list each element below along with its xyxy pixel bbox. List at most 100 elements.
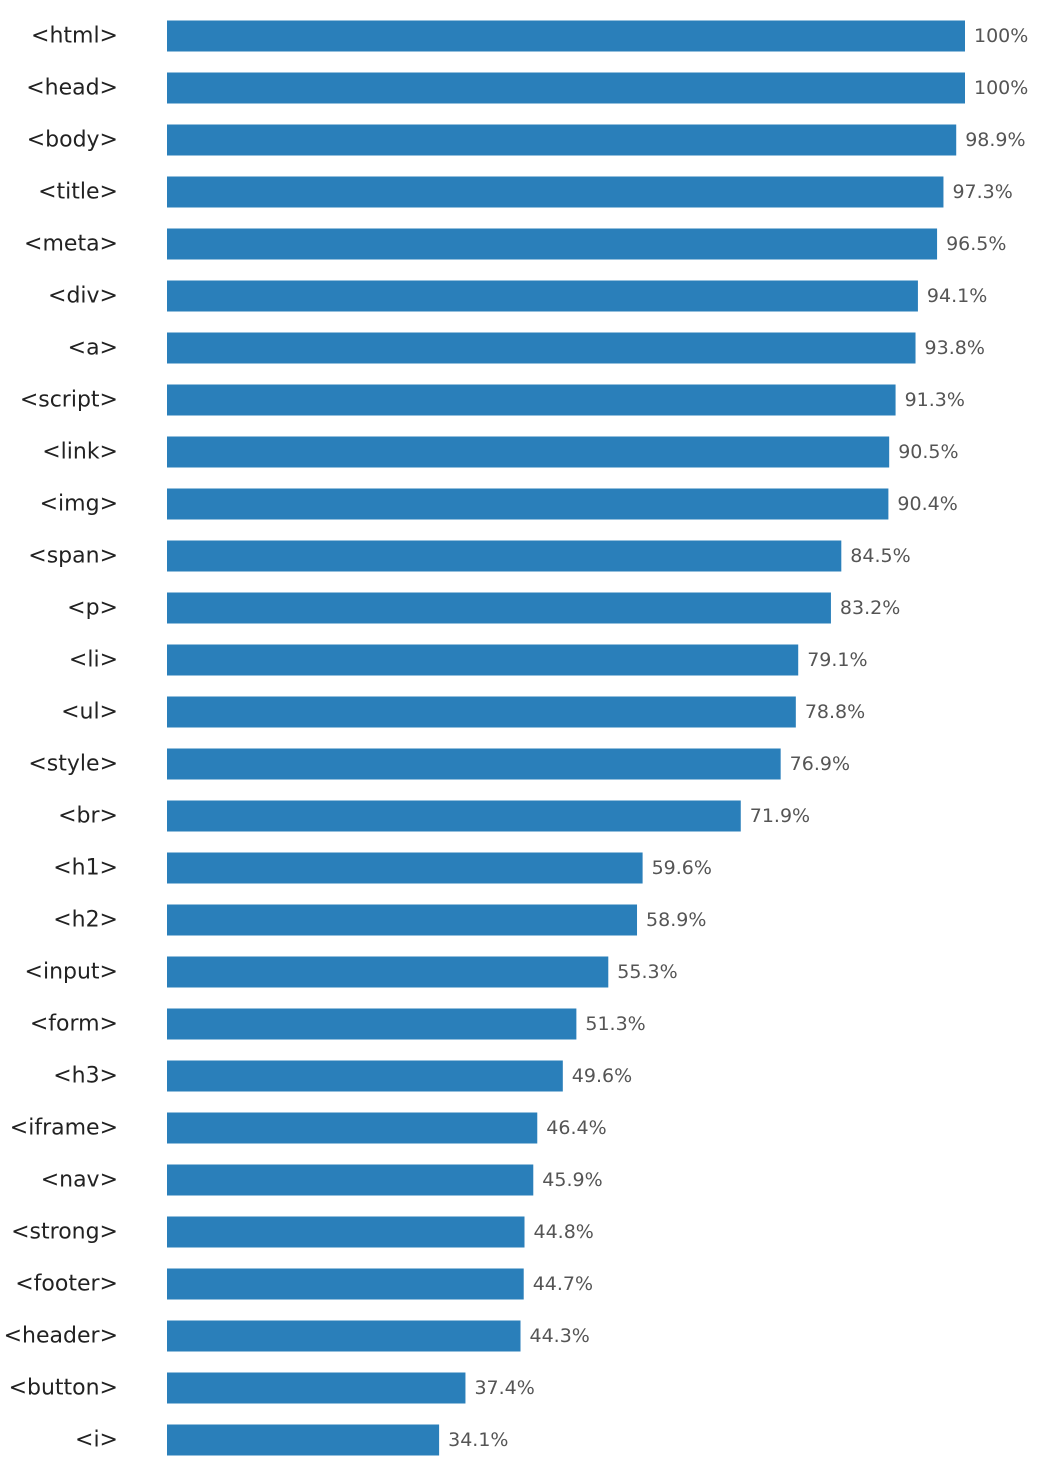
bar-row: <head> 100% xyxy=(26,72,1028,104)
bar-row: <h3> 49.6% xyxy=(53,1060,632,1092)
category-label: <p> xyxy=(67,596,118,621)
category-label: <br> xyxy=(58,804,118,829)
value-label: 94.1% xyxy=(927,285,987,307)
value-label: 79.1% xyxy=(807,649,867,671)
bar-row: <ul> 78.8% xyxy=(61,696,865,728)
bar xyxy=(167,436,890,468)
bar xyxy=(167,20,965,52)
bar-row: <a> 93.8% xyxy=(68,332,985,364)
bar xyxy=(167,956,609,988)
category-label: <script> xyxy=(20,388,118,413)
bar-row: <li> 79.1% xyxy=(69,644,868,676)
value-label: 51.3% xyxy=(585,1013,645,1035)
category-label: <h3> xyxy=(53,1064,118,1089)
value-label: 84.5% xyxy=(850,545,910,567)
bar-row: <strong> 44.8% xyxy=(11,1216,594,1248)
category-label: <strong> xyxy=(11,1220,118,1245)
bar-row: <iframe> 46.4% xyxy=(10,1112,607,1144)
bar-row: <link> 90.5% xyxy=(42,436,959,468)
category-label: <h2> xyxy=(53,908,118,933)
value-label: 97.3% xyxy=(952,181,1012,203)
bar-row: <br> 71.9% xyxy=(58,800,810,832)
bar xyxy=(167,280,918,312)
bar-row: <h2> 58.9% xyxy=(53,904,706,936)
value-label: 93.8% xyxy=(925,337,985,359)
bar-row: <p> 83.2% xyxy=(67,592,900,624)
bar xyxy=(167,228,938,260)
value-label: 59.6% xyxy=(652,857,712,879)
bar-row: <script> 91.3% xyxy=(20,384,965,416)
bar xyxy=(167,1164,534,1196)
bar xyxy=(167,1112,538,1144)
value-label: 91.3% xyxy=(905,389,965,411)
value-label: 90.5% xyxy=(898,441,958,463)
bar-row: <form> 51.3% xyxy=(30,1008,646,1040)
value-label: 83.2% xyxy=(840,597,900,619)
value-label: 44.3% xyxy=(530,1325,590,1347)
category-label: <button> xyxy=(9,1376,118,1401)
category-label: <h1> xyxy=(53,856,118,881)
category-label: <span> xyxy=(28,544,118,569)
bar-row: <meta> 96.5% xyxy=(24,228,1006,260)
category-label: <head> xyxy=(26,76,118,101)
bar-row: <span> 84.5% xyxy=(28,540,911,572)
bar xyxy=(167,1424,440,1456)
bar xyxy=(167,592,831,624)
bar xyxy=(167,1268,524,1300)
value-label: 49.6% xyxy=(572,1065,632,1087)
bar-row: <button> 37.4% xyxy=(9,1372,535,1404)
bar xyxy=(167,176,944,208)
bar xyxy=(167,1372,466,1404)
bar xyxy=(167,852,643,884)
value-label: 90.4% xyxy=(897,493,957,515)
bar xyxy=(167,1320,521,1352)
category-label: <a> xyxy=(68,336,118,361)
bar-row: <nav> 45.9% xyxy=(41,1164,603,1196)
value-label: 78.8% xyxy=(805,701,865,723)
bar xyxy=(167,384,896,416)
bar xyxy=(167,1060,563,1092)
bar xyxy=(167,696,796,728)
bar xyxy=(167,1216,525,1248)
value-label: 55.3% xyxy=(617,961,677,983)
category-label: <ul> xyxy=(61,700,118,725)
value-label: 100% xyxy=(974,25,1028,47)
category-label: <body> xyxy=(27,128,118,153)
category-label: <form> xyxy=(30,1012,118,1037)
bar xyxy=(167,488,889,520)
category-label: <title> xyxy=(38,180,118,205)
value-label: 71.9% xyxy=(750,805,810,827)
value-label: 58.9% xyxy=(646,909,706,931)
category-label: <i> xyxy=(75,1428,118,1453)
bar-row: <img> 90.4% xyxy=(40,488,958,520)
category-label: <input> xyxy=(25,960,118,985)
category-label: <link> xyxy=(42,440,118,465)
bar xyxy=(167,904,638,936)
value-label: 44.8% xyxy=(534,1221,594,1243)
bar xyxy=(167,1008,577,1040)
value-label: 46.4% xyxy=(546,1117,606,1139)
category-label: <iframe> xyxy=(10,1116,118,1141)
bar-row: <html> 100% xyxy=(31,20,1028,52)
bar xyxy=(167,540,842,572)
category-label: <nav> xyxy=(41,1168,118,1193)
bar-row: <input> 55.3% xyxy=(25,956,678,988)
bar-row: <footer> 44.7% xyxy=(15,1268,593,1300)
bar xyxy=(167,800,741,832)
value-label: 34.1% xyxy=(448,1429,508,1451)
category-label: <header> xyxy=(4,1324,118,1349)
value-label: 45.9% xyxy=(542,1169,602,1191)
bar-row: <body> 98.9% xyxy=(27,124,1026,156)
category-label: <meta> xyxy=(24,232,118,257)
value-label: 37.4% xyxy=(474,1377,534,1399)
value-label: 44.7% xyxy=(533,1273,593,1295)
category-label: <img> xyxy=(40,492,118,517)
bar-row: <h1> 59.6% xyxy=(53,852,712,884)
category-label: <html> xyxy=(31,24,118,49)
category-label: <footer> xyxy=(15,1272,118,1297)
bar-row: <i> 34.1% xyxy=(75,1424,508,1456)
bar-row: <title> 97.3% xyxy=(38,176,1013,208)
value-label: 100% xyxy=(974,77,1028,99)
bar-row: <style> 76.9% xyxy=(28,748,850,780)
